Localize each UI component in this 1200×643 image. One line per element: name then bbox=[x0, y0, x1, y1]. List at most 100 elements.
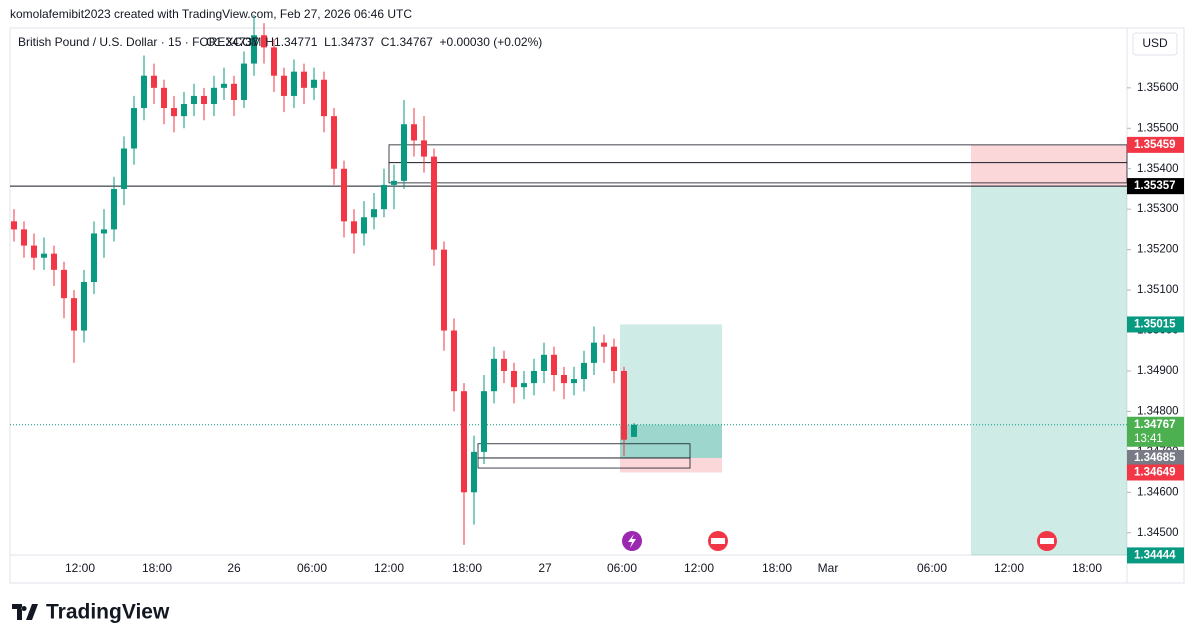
x-tick-label: 12:00 bbox=[65, 561, 95, 575]
candle-body bbox=[461, 391, 467, 493]
candle-body bbox=[21, 229, 27, 246]
y-tick-label: 1.35300 bbox=[1137, 203, 1179, 215]
target-zone bbox=[971, 186, 1127, 556]
candle-body bbox=[211, 87, 217, 105]
y-tick-label: 1.35400 bbox=[1137, 163, 1179, 175]
logo-mark bbox=[12, 604, 38, 620]
x-tick-label: 18:00 bbox=[762, 561, 792, 575]
candle-body bbox=[291, 71, 297, 96]
price-label: 1.34767 bbox=[1134, 419, 1176, 431]
bolt bbox=[628, 534, 636, 548]
candle-body bbox=[421, 140, 427, 157]
candle-body bbox=[191, 95, 197, 105]
candle-body bbox=[41, 253, 47, 258]
currency[interactable]: USD bbox=[1142, 36, 1168, 50]
candle-body bbox=[131, 108, 137, 149]
zone-box bbox=[388, 162, 1128, 184]
candle-body bbox=[91, 233, 97, 282]
stop-zone bbox=[620, 457, 722, 473]
candle-body bbox=[431, 156, 437, 250]
candle-body bbox=[261, 35, 267, 48]
candle-body bbox=[271, 47, 277, 76]
candle-body bbox=[521, 383, 527, 388]
candle-body bbox=[571, 379, 577, 384]
candle-body bbox=[281, 75, 287, 96]
x-tick-label: 06:00 bbox=[297, 561, 327, 575]
candle-body bbox=[241, 63, 247, 100]
candle-body bbox=[551, 354, 557, 376]
x-tick-label: 12:00 bbox=[374, 561, 404, 575]
candle-body bbox=[561, 375, 567, 384]
ohlc-readout: O1.34737 H1.34771 L1.34737 C1.34767 +0.0… bbox=[206, 35, 542, 49]
candle-body bbox=[31, 245, 37, 258]
symbol: British Pound / U.S. Dollar · 15 · FOREX… bbox=[18, 35, 261, 49]
x-tick-label: Mar bbox=[818, 561, 839, 575]
y-tick-label: 1.35100 bbox=[1137, 284, 1179, 296]
candle-body bbox=[71, 298, 77, 331]
candle-body bbox=[411, 124, 417, 141]
candle-body bbox=[611, 346, 617, 371]
price-label-bg bbox=[1127, 449, 1184, 466]
candle-body bbox=[621, 370, 627, 440]
price-label: 1.35357 bbox=[1134, 180, 1176, 192]
candle-body bbox=[331, 116, 337, 169]
x-tick-label: 18:00 bbox=[142, 561, 172, 575]
price-label-bg bbox=[1127, 547, 1184, 564]
price-axis: 1.35600 1.35500 1.35400 1.35300 1.35200 1.351… bbox=[1127, 82, 1179, 539]
candle-body bbox=[481, 391, 487, 452]
candle-body bbox=[371, 209, 377, 218]
y-tick-label: 1.34500 bbox=[1137, 527, 1179, 539]
candle-body bbox=[631, 424, 637, 437]
price-label: 1.34649 bbox=[1134, 467, 1176, 479]
candle-body bbox=[581, 362, 587, 380]
x-tick-label: 27 bbox=[538, 561, 552, 575]
candle-body bbox=[61, 269, 67, 299]
logo: TradingView bbox=[12, 601, 170, 624]
price-label: 1.35015 bbox=[1134, 318, 1176, 330]
candle-body bbox=[221, 83, 227, 88]
x-tick-label: 18:00 bbox=[1072, 561, 1102, 575]
y-tick-label: 1.35600 bbox=[1137, 82, 1179, 94]
candle-body bbox=[491, 358, 497, 392]
candle-body bbox=[101, 229, 107, 234]
y-tick-label: 1.34600 bbox=[1137, 486, 1179, 498]
price-label-bg bbox=[1127, 136, 1184, 153]
countdown: 13:41 bbox=[1134, 433, 1163, 445]
candle-body bbox=[591, 342, 597, 363]
x-tick-label: 12:00 bbox=[994, 561, 1024, 575]
candle-body bbox=[361, 217, 367, 234]
price-label-bg bbox=[1127, 416, 1184, 447]
candle-body bbox=[111, 188, 117, 230]
chart-frame bbox=[9, 27, 1185, 584]
candle-body bbox=[601, 342, 607, 347]
x-tick-label: 18:00 bbox=[452, 561, 482, 575]
candle-body bbox=[171, 108, 177, 117]
candle-body bbox=[11, 221, 17, 230]
event-icons bbox=[622, 531, 1057, 551]
candle-body bbox=[151, 75, 157, 88]
candle-body bbox=[391, 180, 397, 185]
zone-box bbox=[477, 457, 691, 469]
candle-body bbox=[51, 253, 57, 270]
candle-body bbox=[441, 249, 447, 331]
price-label: 1.34444 bbox=[1134, 549, 1176, 561]
price-label-bg bbox=[1127, 316, 1184, 333]
y-tick-label: 1.35200 bbox=[1137, 244, 1179, 256]
price-label: 1.34685 bbox=[1134, 452, 1176, 464]
x-tick-label: 12:00 bbox=[684, 561, 714, 575]
candle-body bbox=[121, 148, 127, 189]
x-tick-label: 26 bbox=[227, 561, 241, 575]
candle-body bbox=[81, 281, 87, 331]
candle-body bbox=[201, 95, 207, 105]
x-tick-label: 06:00 bbox=[917, 561, 947, 575]
candle-body bbox=[451, 330, 457, 392]
candle-body bbox=[231, 83, 237, 100]
stop-zone bbox=[971, 144, 1127, 187]
candle-body bbox=[301, 71, 307, 88]
candle-body bbox=[501, 358, 507, 371]
candle-body bbox=[311, 79, 317, 88]
currency-button[interactable] bbox=[1132, 32, 1178, 56]
price-label-bg bbox=[1127, 464, 1184, 481]
y-tick-label: 1.34900 bbox=[1137, 365, 1179, 377]
